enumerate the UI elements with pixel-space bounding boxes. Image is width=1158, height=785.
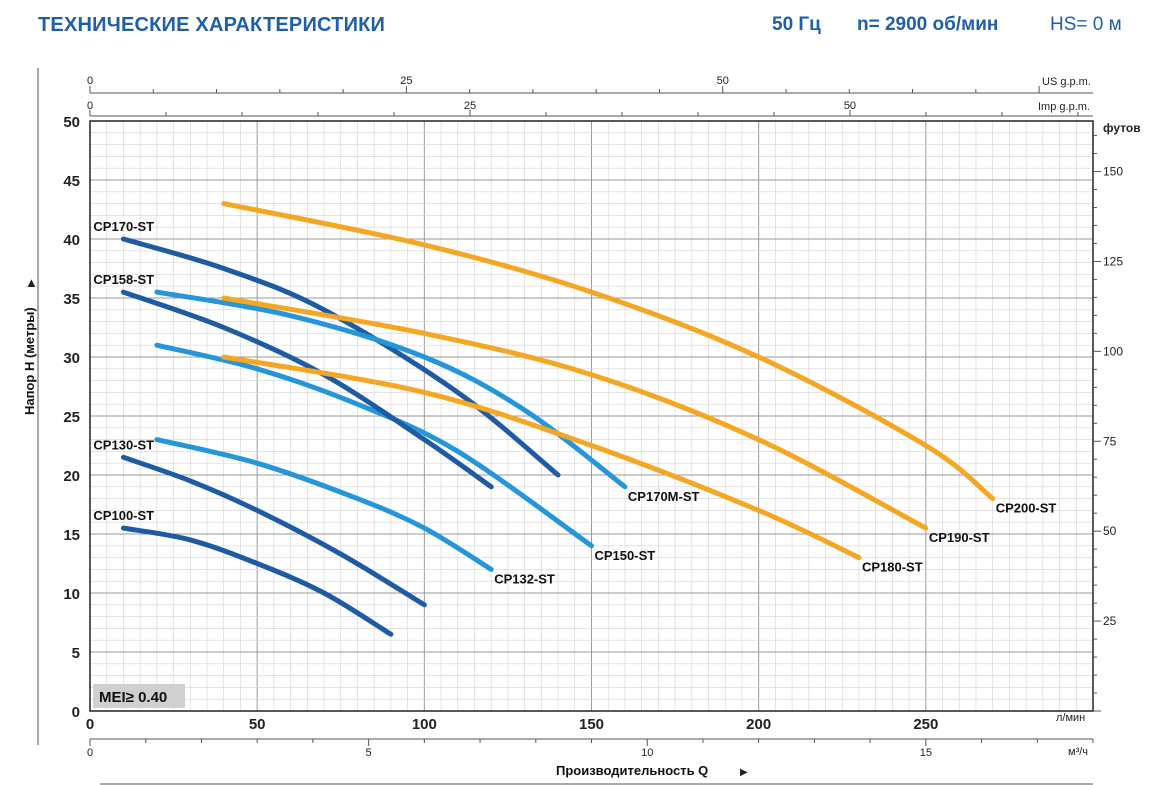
x-tick-label: 0 — [86, 716, 94, 733]
series-label-cp190-st: CP190-ST — [929, 530, 990, 545]
y-tick-label: 15 — [63, 527, 80, 544]
curve-cp180-st — [221, 354, 862, 561]
x-axis-title: Производительность Q — [556, 763, 708, 778]
imp-gpm-tick-label: 25 — [464, 100, 476, 112]
x-axis-arrow: ▶ — [740, 767, 748, 778]
curve-cp132-st — [154, 437, 494, 572]
series-label-cp132-st: CP132-ST — [494, 571, 555, 586]
x-tick-label: 150 — [579, 716, 604, 733]
x-unit-lmin: л/мин — [1056, 712, 1085, 724]
m3h-tick-label: 10 — [641, 747, 653, 759]
m3h-tick-label: 5 — [366, 747, 372, 759]
y-tick-label: 25 — [63, 409, 80, 426]
x-tick-label: 200 — [746, 716, 771, 733]
curve-cp190-st — [221, 295, 929, 531]
series-label-cp170-st: CP170-ST — [93, 219, 154, 234]
us-gpm-tick-label: 0 — [87, 75, 93, 87]
y-tick-label: 45 — [63, 173, 80, 190]
y-tick-label: 10 — [63, 586, 80, 603]
series-label-cp200-st: CP200-ST — [996, 501, 1057, 516]
series-label-cp158-st: CP158-ST — [93, 272, 154, 287]
mei-badge: MEI≥ 0.40 — [99, 689, 167, 706]
us-gpm-tick-label: 25 — [400, 75, 412, 87]
y-axis-title: Напор H (метры) — [22, 307, 37, 415]
y-tick-label: 0 — [72, 704, 80, 721]
feet-tick-label: 125 — [1103, 254, 1123, 268]
series-label-cp100-st: CP100-ST — [93, 508, 154, 523]
curve-labels: CP100-ST CP130-ST CP132-ST CP150-ST CP158-ST… — [93, 219, 1056, 586]
imp-gpm-tick-label: 50 — [844, 100, 856, 112]
curve-cp100-st — [120, 525, 394, 637]
feet-tick-label: 100 — [1103, 344, 1123, 358]
curve-cp150-st — [154, 342, 594, 549]
feet-tick-label: 50 — [1103, 524, 1117, 538]
curve-cp170-st — [120, 236, 561, 478]
chart-grid — [89, 120, 1094, 712]
x-tick-label: 100 — [412, 716, 437, 733]
m3h-tick-label: 0 — [87, 747, 93, 759]
y-axis-arrow: ▶ — [26, 279, 37, 287]
us-gpm-tick-label: 50 — [717, 75, 729, 87]
feet-tick-label: 75 — [1103, 434, 1117, 448]
top-unit-us: US g.p.m. — [1042, 76, 1091, 88]
feet-tick-label: 25 — [1103, 614, 1117, 628]
curve-cp130-st — [120, 454, 427, 608]
plot-frame — [89, 120, 1094, 712]
y-tick-label: 50 — [63, 114, 80, 131]
m3h-tick-label: 15 — [920, 747, 932, 759]
page-title: ТЕХНИЧЕСКИЕ ХАРАКТЕРИСТИКИ — [38, 14, 386, 36]
series-label-cp180-st: CP180-ST — [862, 560, 923, 575]
series-label-cp170m-st: CP170M-ST — [628, 489, 700, 504]
x-unit-m3h: м³/ч — [1068, 746, 1088, 758]
feet-tick-label: 150 — [1103, 165, 1123, 179]
y-tick-label: 20 — [63, 468, 80, 485]
curve-cp200-st — [221, 201, 996, 502]
frequency-label: 50 Гц — [772, 14, 821, 35]
curve-series — [120, 201, 996, 637]
x-tick-label: 250 — [913, 716, 938, 733]
y-tick-label: 5 — [72, 645, 80, 662]
suction-head-label: HS= 0 м — [1050, 14, 1122, 35]
x-tick-label: 50 — [249, 716, 266, 733]
top-unit-imp: Imp g.p.m. — [1038, 101, 1090, 113]
y-tick-label: 30 — [63, 350, 80, 367]
speed-label: n= 2900 об/мин — [857, 14, 999, 35]
mei-badge-box — [93, 684, 185, 708]
y-tick-label: 40 — [63, 232, 80, 249]
right-unit-feet: футов — [1103, 121, 1141, 135]
series-label-cp150-st: CP150-ST — [595, 548, 656, 563]
imp-gpm-tick-label: 0 — [87, 100, 93, 112]
y-tick-label: 35 — [63, 291, 80, 308]
series-label-cp130-st: CP130-ST — [93, 437, 154, 452]
